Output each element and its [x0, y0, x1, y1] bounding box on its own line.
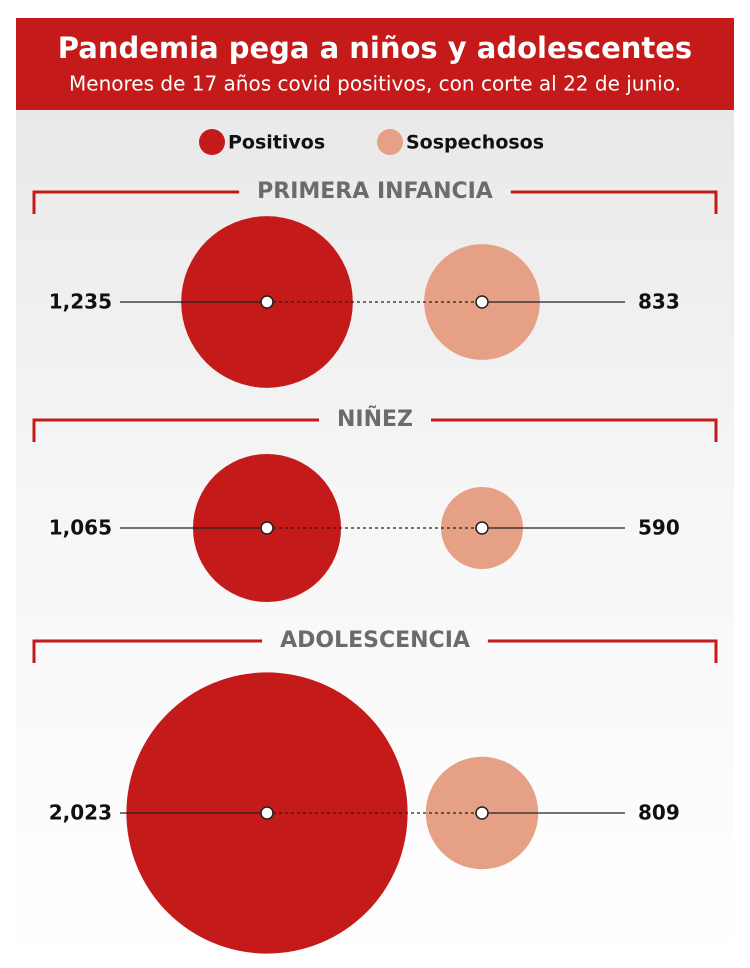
bracket — [32, 639, 718, 663]
value-label: 809 — [638, 801, 680, 825]
value-label: 2,023 — [49, 801, 112, 825]
center-dot — [260, 295, 274, 309]
center-dot — [475, 521, 489, 535]
center-dot — [475, 295, 489, 309]
legend-swatch — [377, 129, 403, 155]
section-heading: NIÑEZ — [337, 406, 413, 432]
center-dot — [260, 806, 274, 820]
value-label: 833 — [638, 290, 680, 314]
legend-label: Sospechosos — [406, 132, 544, 154]
bracket — [32, 190, 718, 214]
chart-title: Pandemia pega a niños y adolescentes — [58, 31, 692, 65]
bracket — [32, 418, 718, 442]
legend-label: Positivos — [228, 132, 325, 154]
center-dot — [260, 521, 274, 535]
section-heading: ADOLESCENCIA — [280, 628, 470, 653]
header-band — [16, 18, 734, 110]
section-heading: PRIMERA INFANCIA — [257, 179, 493, 204]
value-label: 590 — [638, 516, 680, 540]
legend-swatch — [199, 129, 225, 155]
chart-subtitle: Menores de 17 años covid positivos, con … — [69, 72, 681, 96]
center-dot — [475, 806, 489, 820]
value-label: 1,235 — [49, 290, 112, 314]
value-label: 1,065 — [49, 516, 112, 540]
